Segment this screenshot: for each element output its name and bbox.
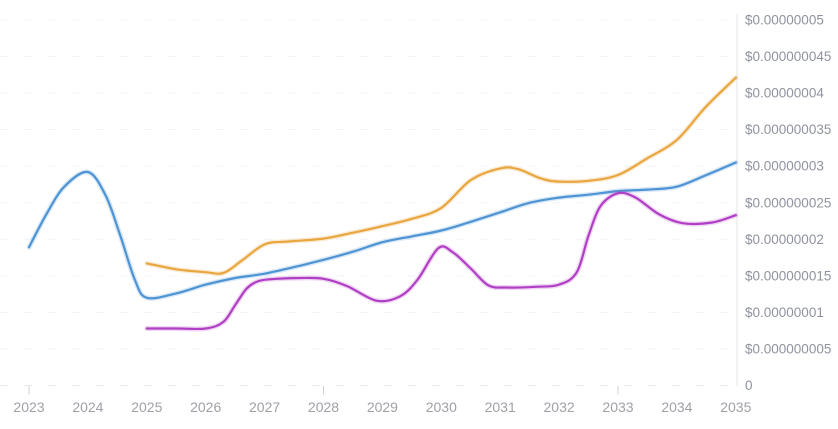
x-axis-label: 2031 [485,399,516,415]
x-axis-label: 2028 [308,399,339,415]
y-axis-label: $0.000000045 [745,49,831,64]
x-axis-label: 2027 [249,399,280,415]
x-axis-label: 2034 [661,399,692,415]
x-axis-label: 2033 [602,399,633,415]
y-axis-label: $0.00000003 [745,159,824,174]
y-axis-label: $0.00000002 [745,232,824,247]
line-blue [27,161,737,300]
x-axis-label: 2023 [13,399,44,415]
x-axis-label: 2026 [190,399,221,415]
y-axis-label: $0.00000001 [745,305,824,320]
y-axis-label: $0.000000035 [745,122,831,137]
x-axis-label: 2032 [544,399,575,415]
y-axis-label: $0.000000015 [745,268,831,283]
y-axis-label: $0.000000025 [745,195,831,210]
line-magenta [145,191,737,331]
y-axis-label: 0 [745,378,753,393]
y-axis-label: $0.00000004 [745,86,824,101]
x-axis-label: 2024 [72,399,103,415]
x-axis-label: 2030 [426,399,457,415]
x-axis-label: 2029 [367,399,398,415]
x-axis-label: 2025 [131,399,162,415]
y-axis-label: $0.000000005 [745,341,831,356]
x-axis-label: 2035 [720,399,751,415]
line-orange [145,76,737,275]
line-magenta-halo [144,190,739,332]
y-axis-label: $0.00000005 [745,13,824,28]
